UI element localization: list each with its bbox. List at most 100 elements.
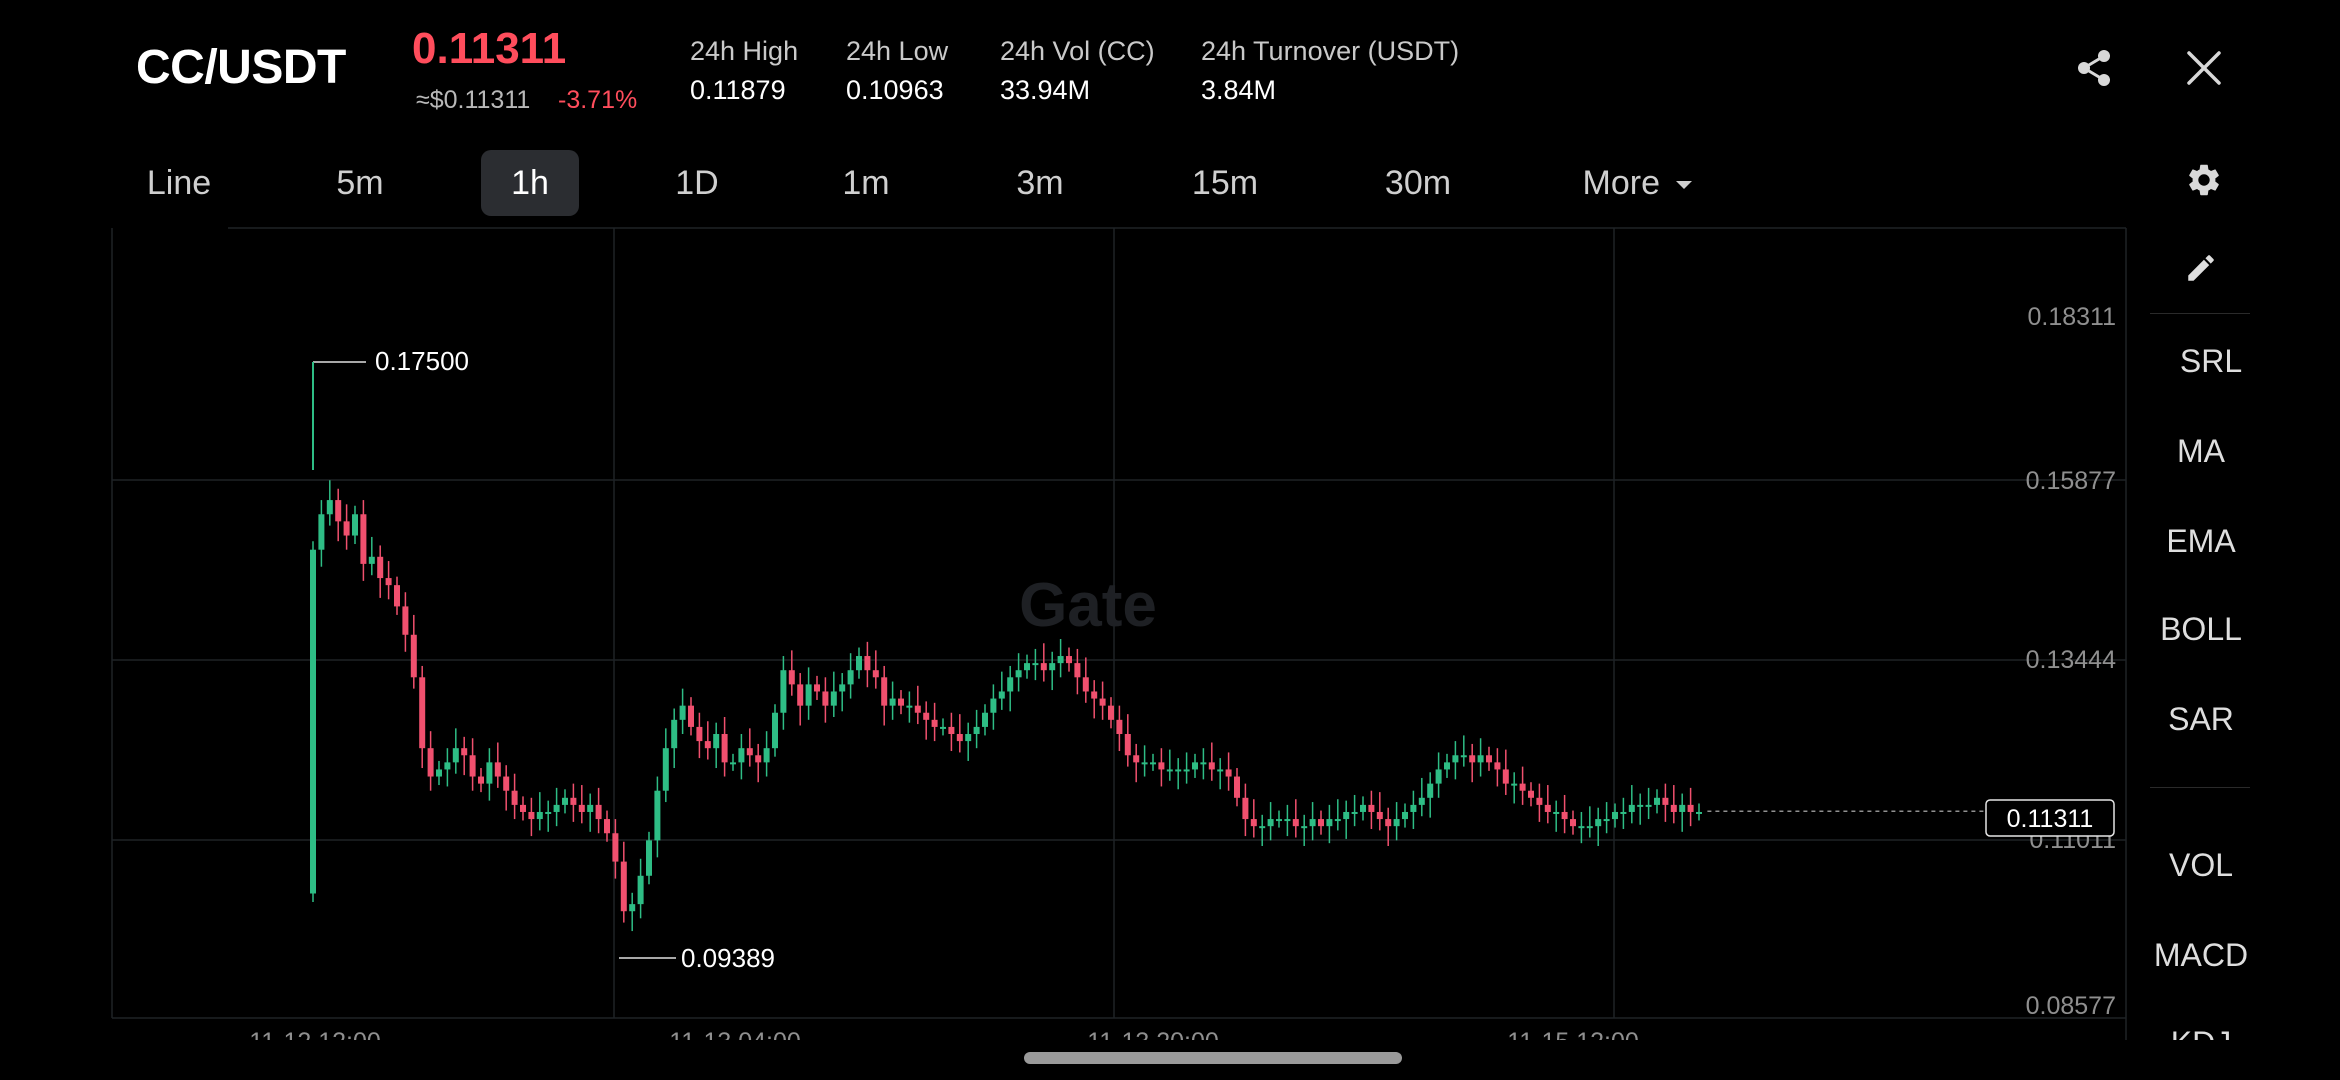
indicator-srl[interactable]: SRL — [2179, 343, 2243, 379]
candle-body — [343, 521, 350, 536]
candle-body — [1444, 762, 1450, 770]
current-price-label: 0.11311 — [2007, 805, 2094, 833]
candle-body — [872, 670, 879, 678]
candle-body — [948, 726, 955, 735]
candle-body — [931, 719, 938, 727]
candle-body — [1351, 811, 1358, 814]
candle-body — [1494, 762, 1501, 770]
candle-body — [830, 691, 837, 706]
candle-body — [1528, 790, 1534, 798]
candle-body — [1418, 797, 1425, 805]
candle-body — [1679, 804, 1686, 812]
stat-label: 24h Turnover (USDT) — [1201, 36, 1460, 66]
close-button[interactable] — [2176, 40, 2232, 96]
stat-value: 0.10963 — [846, 75, 944, 105]
candle-body — [1519, 783, 1526, 791]
stat-value: 33.94M — [1000, 75, 1091, 105]
candle-body — [721, 734, 728, 763]
home-indicator-bar[interactable] — [1024, 1052, 1402, 1064]
candle-body — [1620, 811, 1627, 814]
candle-body — [1024, 663, 1030, 671]
indicator-vol[interactable]: VOL — [2168, 847, 2234, 883]
candle-body — [1259, 826, 1266, 829]
candle-body — [940, 726, 946, 729]
x-axis-label: 11-15 12:00 — [1507, 1028, 1639, 1040]
candle-body — [1166, 769, 1173, 772]
candle-body — [1301, 826, 1308, 829]
indicator-sar[interactable]: SAR — [2168, 701, 2234, 737]
candle-body — [553, 804, 560, 812]
usd-price: ≈$0.11311 — [416, 86, 531, 114]
candle-body — [1654, 797, 1660, 805]
candle-body — [1015, 670, 1022, 678]
candle-body — [654, 790, 661, 841]
indicator-ema[interactable]: EMA — [2166, 523, 2236, 559]
candle-body — [503, 776, 510, 791]
stat-24h-high: 24h High 0.11879 — [690, 36, 798, 106]
candle-body — [1544, 804, 1551, 812]
last-price: 0.11311 — [412, 24, 567, 73]
candle-body — [427, 748, 434, 777]
indicator-boll[interactable]: BOLL — [2160, 611, 2242, 647]
candle-body — [620, 861, 627, 912]
candle-body — [1662, 797, 1669, 805]
low-price-label: 0.09389 — [681, 943, 775, 973]
candle-body — [1292, 819, 1299, 827]
candle-body — [1385, 819, 1392, 827]
candle-body — [1452, 755, 1459, 763]
indicator-ma[interactable]: MA — [2177, 433, 2225, 469]
candles-group — [310, 480, 1702, 932]
candle-body — [1108, 705, 1114, 720]
candle-body — [755, 755, 762, 763]
indicator-macd[interactable]: MACD — [2153, 937, 2249, 973]
candle-body — [1133, 755, 1140, 763]
tab-more[interactable]: More — [1568, 150, 1708, 216]
candle-body — [998, 691, 1005, 699]
candlestick-chart[interactable]: Gate 0.18311 0.15877 0.13444 0.11011 0.0… — [0, 225, 2280, 1040]
candle-body — [1192, 762, 1198, 770]
candle-body — [1032, 663, 1039, 666]
tab-more-label: More — [1582, 164, 1660, 202]
candle-body — [562, 797, 568, 805]
candle-body — [637, 875, 644, 905]
candle-body — [704, 741, 711, 749]
candle-body — [973, 726, 980, 735]
tab-15m[interactable]: 15m — [1191, 164, 1259, 202]
stat-value: 3.84M — [1201, 75, 1277, 105]
high-price-label: 0.17500 — [375, 346, 469, 376]
candle-body — [1234, 776, 1240, 798]
candle-body — [1376, 811, 1383, 820]
low-price-marker: 0.09389 — [619, 943, 775, 973]
tab-5m[interactable]: 5m — [336, 164, 384, 202]
indicator-kdj[interactable]: KDJ — [2126, 1025, 2276, 1040]
candle-body — [881, 677, 888, 706]
tab-3m[interactable]: 3m — [1016, 164, 1064, 202]
tab-1h[interactable]: 1h — [481, 150, 579, 216]
candle-body — [444, 762, 451, 770]
candle-body — [1040, 663, 1047, 671]
candle-body — [612, 833, 619, 862]
candle-body — [494, 762, 501, 777]
candle-body — [1250, 819, 1257, 827]
candle-body — [847, 670, 854, 685]
candle-body — [1326, 819, 1333, 827]
candle-body — [528, 811, 535, 820]
settings-button[interactable] — [2176, 152, 2232, 208]
candle-body — [452, 748, 459, 763]
candle-body — [1586, 826, 1593, 829]
candle-body — [889, 698, 896, 706]
tab-30m[interactable]: 30m — [1384, 164, 1452, 202]
candle-body — [1150, 762, 1156, 765]
share-button[interactable] — [2066, 40, 2122, 96]
stat-24h-low: 24h Low 0.10963 — [846, 36, 948, 106]
share-icon — [2078, 50, 2110, 86]
candle-body — [520, 804, 526, 812]
draw-tool-button[interactable] — [2126, 251, 2276, 293]
tab-1d[interactable]: 1D — [675, 164, 719, 202]
indicator-sidebar: SRL MA EMA BOLL SAR VOL MACD KDJ — [2126, 225, 2276, 1040]
candle-body — [1175, 769, 1182, 772]
tab-line[interactable]: Line — [146, 164, 212, 202]
y-axis-label: 0.08577 — [2026, 992, 2116, 1020]
candle-body — [1645, 804, 1652, 807]
tab-1m[interactable]: 1m — [842, 164, 890, 202]
